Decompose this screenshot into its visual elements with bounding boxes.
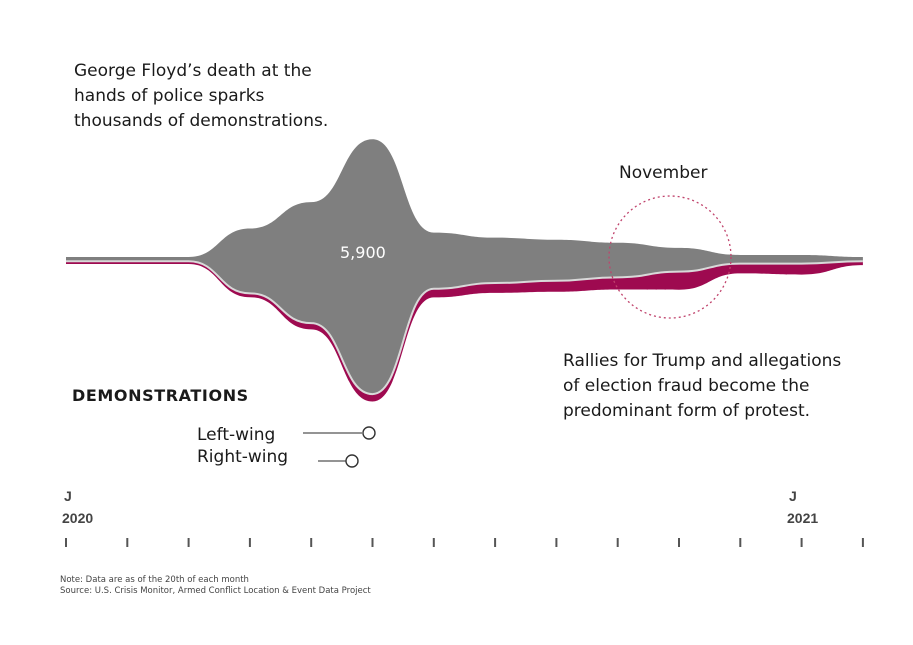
footer-note: Note: Data are as of the 20th of each mo… bbox=[60, 575, 249, 585]
november-label: November bbox=[619, 163, 708, 183]
right-wing-area bbox=[66, 261, 863, 402]
axis-start-year: 2020 bbox=[62, 510, 94, 526]
series-separator-line bbox=[66, 260, 863, 396]
rallies-annotation: Rallies for Trump and allegations of ele… bbox=[563, 349, 841, 424]
floyd-annotation-line-3: thousands of demonstrations. bbox=[74, 111, 329, 131]
left-wing-label: Left-wing bbox=[197, 425, 276, 445]
left-wing-leader bbox=[303, 426, 376, 440]
section-title: DEMONSTRATIONS bbox=[72, 386, 249, 405]
rallies-annotation-line-1: Rallies for Trump and allegations bbox=[563, 351, 842, 371]
peak-value-label: 5,900 bbox=[340, 243, 386, 262]
right-wing-label: Right-wing bbox=[197, 447, 289, 467]
november-highlight-circle bbox=[608, 195, 732, 319]
axis-end-year: 2021 bbox=[787, 510, 819, 526]
floyd-annotation-line-1: George Floyd’s death at the bbox=[74, 61, 312, 81]
floyd-annotation: George Floyd’s death at the hands of pol… bbox=[74, 59, 328, 134]
rallies-annotation-line-2: of election fraud become the bbox=[563, 376, 810, 396]
floyd-annotation-line-2: hands of police sparks bbox=[74, 86, 265, 106]
x-axis-ticks bbox=[65, 538, 864, 547]
footer-source: Source: U.S. Crisis Monitor, Armed Confl… bbox=[60, 586, 371, 596]
rallies-annotation-line-3: predominant form of protest. bbox=[563, 401, 811, 421]
axis-end-month: J bbox=[789, 488, 797, 504]
left-wing-area bbox=[66, 139, 863, 395]
chart-footer: Note: Data are as of the 20th of each mo… bbox=[60, 575, 371, 597]
right-wing-leader bbox=[318, 454, 359, 468]
axis-start-month: J bbox=[64, 488, 72, 504]
